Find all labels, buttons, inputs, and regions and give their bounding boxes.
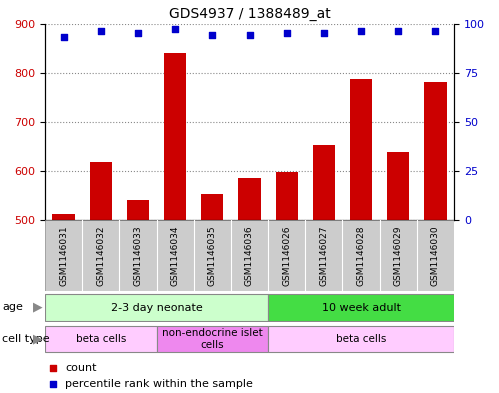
Text: ▶: ▶ <box>33 301 42 314</box>
Point <box>357 28 365 35</box>
Point <box>208 32 216 39</box>
Text: GSM1146034: GSM1146034 <box>171 225 180 286</box>
Point <box>283 30 291 37</box>
Bar <box>201 194 224 220</box>
Text: GSM1146026: GSM1146026 <box>282 225 291 286</box>
Text: non-endocrine islet
cells: non-endocrine islet cells <box>162 328 262 350</box>
Text: GSM1146033: GSM1146033 <box>133 225 142 286</box>
Bar <box>89 162 112 220</box>
Point <box>246 32 253 39</box>
Text: beta cells: beta cells <box>336 334 386 344</box>
Text: count: count <box>65 362 97 373</box>
Point <box>59 34 67 40</box>
Bar <box>52 214 75 220</box>
Text: GSM1146035: GSM1146035 <box>208 225 217 286</box>
Point <box>320 292 328 298</box>
Text: ▶: ▶ <box>33 332 42 345</box>
Bar <box>45 294 268 321</box>
Point <box>97 28 105 35</box>
Bar <box>45 326 157 352</box>
Point <box>432 28 440 35</box>
Text: GSM1146028: GSM1146028 <box>357 225 366 286</box>
Bar <box>157 326 268 352</box>
Bar <box>275 173 298 220</box>
Bar <box>268 326 454 352</box>
Bar <box>268 294 454 321</box>
Bar <box>239 178 260 220</box>
Text: GSM1146029: GSM1146029 <box>394 225 403 286</box>
Text: 10 week adult: 10 week adult <box>321 303 401 312</box>
Bar <box>164 53 186 220</box>
Bar <box>350 79 372 220</box>
Text: GSM1146027: GSM1146027 <box>319 225 328 286</box>
Text: cell type: cell type <box>2 334 50 344</box>
Text: GSM1146031: GSM1146031 <box>59 225 68 286</box>
Point <box>394 28 402 35</box>
Bar <box>424 82 447 220</box>
Bar <box>313 145 335 220</box>
Text: 2-3 day neonate: 2-3 day neonate <box>111 303 203 312</box>
Bar <box>387 152 410 220</box>
Text: percentile rank within the sample: percentile rank within the sample <box>65 379 253 389</box>
Text: GSM1146032: GSM1146032 <box>96 225 105 286</box>
Point <box>320 30 328 37</box>
Text: GSM1146036: GSM1146036 <box>245 225 254 286</box>
Point <box>171 26 179 33</box>
Text: age: age <box>2 302 23 312</box>
Point <box>134 30 142 37</box>
Bar <box>127 200 149 220</box>
Text: GSM1146030: GSM1146030 <box>431 225 440 286</box>
Title: GDS4937 / 1388489_at: GDS4937 / 1388489_at <box>169 7 330 21</box>
Point <box>320 141 328 147</box>
Text: beta cells: beta cells <box>75 334 126 344</box>
